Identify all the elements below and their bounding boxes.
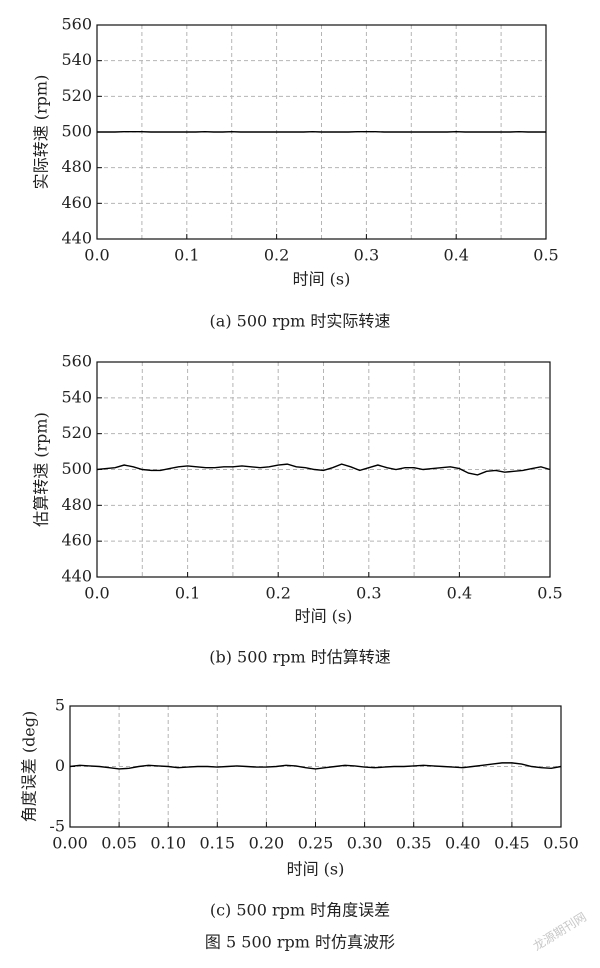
- x-tick-label: 0.15: [199, 834, 235, 853]
- data-line: [69, 762, 562, 770]
- x-tick-label: 0.1: [174, 246, 199, 265]
- x-tick-label: 0.5: [537, 584, 562, 603]
- data-line: [96, 463, 551, 476]
- x-tick-label: 0.3: [356, 584, 381, 603]
- x-tick-label: 0.40: [445, 834, 481, 853]
- x-tick-label: 0.2: [265, 584, 290, 603]
- y-tick-label: 440: [61, 229, 92, 248]
- x-tick-label: 0.45: [494, 834, 530, 853]
- y-tick-label: 480: [61, 495, 92, 514]
- x-tick-label: 0.35: [396, 834, 432, 853]
- x-tick-label: 0.50: [543, 834, 579, 853]
- subfigure-caption: (a) 500 rpm 时实际转速: [210, 312, 391, 331]
- figure-caption: 图 5 500 rpm 时仿真波形: [205, 933, 395, 952]
- y-tick-label: 5: [55, 696, 65, 715]
- x-tick-label: 0.25: [298, 834, 334, 853]
- x-tick-label: 0.20: [249, 834, 285, 853]
- y-tick-label: -5: [49, 817, 65, 836]
- y-tick-label: 560: [61, 15, 92, 34]
- x-axis-label: 时间 (s): [295, 607, 353, 626]
- y-tick-label: 520: [61, 86, 92, 105]
- y-tick-label: 440: [61, 567, 92, 586]
- y-tick-label: 500: [61, 459, 92, 478]
- y-tick-label: 520: [61, 423, 92, 442]
- x-tick-label: 0.4: [443, 246, 468, 265]
- y-axis-label: 估算转速 (rpm): [32, 412, 51, 527]
- y-tick-label: 500: [61, 122, 92, 141]
- x-tick-label: 0.3: [354, 246, 379, 265]
- y-tick-label: 560: [61, 352, 92, 371]
- y-tick-label: 540: [61, 387, 92, 406]
- subfigure-caption: (c) 500 rpm 时角度误差: [210, 901, 390, 920]
- y-tick-label: 0: [55, 756, 65, 775]
- x-tick-label: 0.4: [447, 584, 472, 603]
- x-axis-label: 时间 (s): [293, 270, 351, 289]
- y-axis-label: 角度误差 (deg): [20, 711, 39, 823]
- x-tick-label: 0.10: [150, 834, 186, 853]
- x-tick-label: 0.1: [175, 584, 200, 603]
- x-tick-label: 0.0: [84, 584, 109, 603]
- y-tick-label: 460: [61, 531, 92, 550]
- y-tick-label: 540: [61, 50, 92, 69]
- x-tick-label: 0.2: [264, 246, 289, 265]
- x-tick-label: 0.30: [347, 834, 383, 853]
- x-tick-label: 0.05: [101, 834, 137, 853]
- x-tick-label: 0.0: [84, 246, 109, 265]
- x-axis-label: 时间 (s): [287, 860, 345, 879]
- subfigure-caption: (b) 500 rpm 时估算转速: [209, 648, 391, 667]
- watermark: 龙源期刊网: [531, 910, 589, 954]
- y-tick-label: 480: [61, 157, 92, 176]
- x-tick-label: 0.5: [533, 246, 558, 265]
- x-tick-label: 0.00: [52, 834, 88, 853]
- y-tick-label: 460: [61, 193, 92, 212]
- y-axis-label: 实际转速 (rpm): [32, 75, 51, 190]
